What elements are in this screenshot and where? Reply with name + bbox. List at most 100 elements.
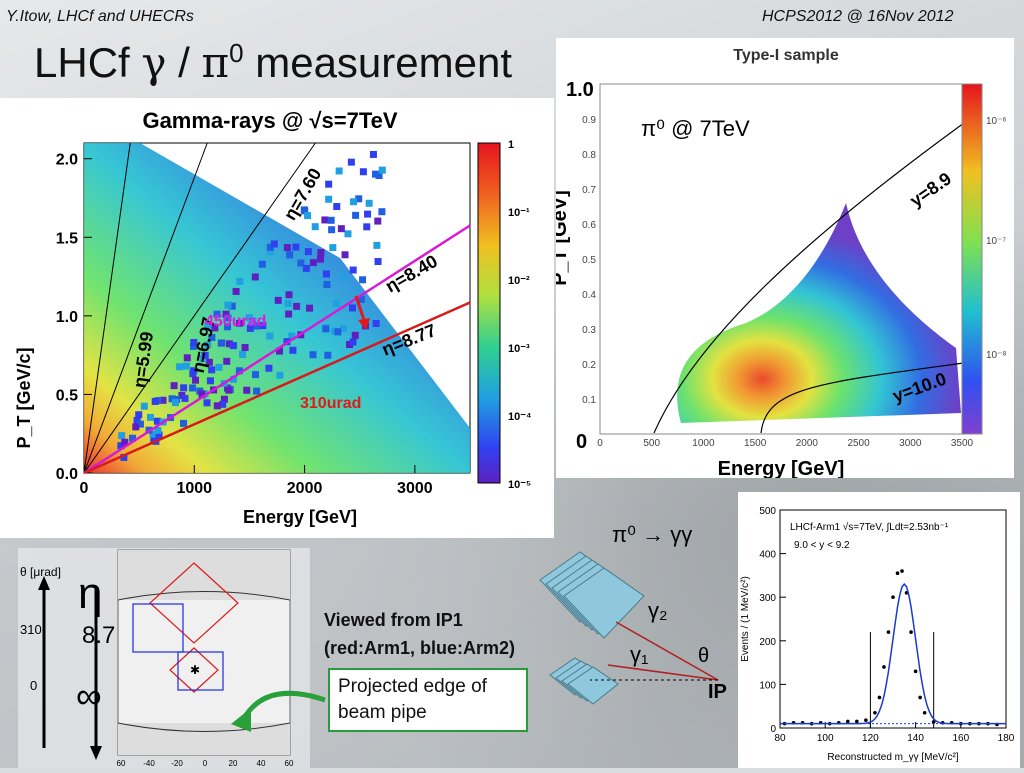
gamma-sparse-cell bbox=[190, 367, 198, 375]
gamma-sparse-cell bbox=[223, 357, 231, 365]
eta-line bbox=[83, 142, 208, 474]
gamma-sparse-cell bbox=[225, 386, 233, 394]
pion-ytick-top: 1.0 bbox=[566, 79, 594, 101]
gamma-sparse-cell bbox=[235, 367, 243, 375]
shift-arrow-line bbox=[354, 295, 366, 321]
gamma-colorbar bbox=[477, 142, 501, 484]
gamma-sparse-cell bbox=[140, 402, 148, 410]
gamma-sparse-cell bbox=[224, 314, 232, 322]
pion-ytick-bottom: 0 bbox=[576, 431, 587, 453]
gamma-sparse-cell bbox=[182, 362, 190, 370]
gamma-sparse-cell bbox=[309, 259, 317, 267]
gamma-xtick-label: 3000 bbox=[397, 480, 433, 497]
tick-0-label: 0 bbox=[30, 678, 37, 693]
gamma-sparse-cell bbox=[333, 203, 341, 211]
pion-heatmap-chart: Type-I sample 0 500 1000 1500 2000 2500 3000 35… bbox=[549, 47, 1007, 480]
gamma-sparse-cell bbox=[198, 390, 206, 398]
detector-xtick-label: -20 bbox=[171, 759, 183, 768]
mass-data-point bbox=[873, 710, 877, 715]
gamma-sparse-cell bbox=[190, 339, 198, 347]
mass-data-point bbox=[913, 669, 918, 674]
gamma-sparse-cell bbox=[339, 273, 347, 281]
gamma-sparse-cell bbox=[246, 324, 254, 332]
gamma-sparse-cell bbox=[352, 211, 360, 219]
mass-xtick-label: 180 bbox=[998, 733, 1015, 744]
gamma1-ray bbox=[607, 664, 719, 681]
arm-colors-text: (red:Arm1, blue:Arm2) bbox=[324, 638, 516, 658]
gamma-xtick-label: 1000 bbox=[176, 480, 212, 497]
gamma-sparse-cell bbox=[218, 339, 226, 347]
gamma-sparse-cell bbox=[355, 195, 363, 203]
gamma-sparse-cell bbox=[302, 264, 310, 272]
gamma-sparse-cell bbox=[306, 304, 314, 312]
gamma-sparse-cell bbox=[229, 342, 237, 350]
pion-plot-title: Type-I sample bbox=[733, 47, 839, 64]
gamma-sparse-cell bbox=[373, 241, 381, 249]
gamma-sparse-cell bbox=[357, 295, 365, 303]
pion-ytick-label: 0.9 bbox=[582, 115, 596, 126]
ip-label: IP bbox=[708, 681, 727, 703]
mass-xtick-label: 80 bbox=[774, 733, 786, 744]
gamma-sparse-cell bbox=[224, 323, 232, 331]
angle-line bbox=[83, 301, 471, 475]
mass-data-point bbox=[900, 569, 904, 573]
pion-ytick-label: 0.8 bbox=[582, 150, 596, 161]
mass-ylabel: Events / (1 MeV/c²) bbox=[740, 576, 751, 662]
gamma-sparse-cell bbox=[220, 395, 228, 403]
pion-ytick-label: 0.1 bbox=[582, 395, 596, 406]
gamma-sparse-cell bbox=[292, 243, 300, 251]
pion-ytick-label: 0.5 bbox=[582, 255, 596, 266]
pion-xtick-label: 3000 bbox=[899, 438, 922, 449]
eta-symbol: η bbox=[78, 569, 102, 618]
small-calorimeter-stack bbox=[549, 657, 619, 705]
gamma-ytick-label: 1.0 bbox=[56, 309, 78, 326]
gamma-sparse-cell bbox=[317, 255, 325, 263]
pion-xtick-label: 500 bbox=[643, 438, 660, 449]
hatched-region-bottom bbox=[118, 723, 290, 755]
gamma-sparse-cell bbox=[211, 324, 219, 332]
eta-arrow-head bbox=[90, 746, 102, 760]
pion-xlabel: Energy [GeV] bbox=[718, 458, 845, 478]
gamma-sparse-cell bbox=[365, 199, 373, 207]
gamma-sparse-cell bbox=[154, 427, 162, 435]
mass-ytick-label: 100 bbox=[759, 680, 776, 691]
gamma-ytick-label: 1.5 bbox=[56, 230, 78, 247]
pion-xtick-label: 1000 bbox=[692, 438, 715, 449]
mass-ytick-label: 400 bbox=[759, 550, 776, 561]
gamma-sparse-cell bbox=[117, 442, 125, 450]
pion-ytick-label: 0.4 bbox=[582, 290, 596, 301]
pion-xtick-label: 0 bbox=[597, 438, 603, 449]
gamma-sparse-cell bbox=[120, 453, 128, 461]
gamma-sparse-cell bbox=[304, 248, 312, 256]
mass-plot-panel: 80 100 120 140 160 180 0 100 200 300 400 500 LHCf-A… bbox=[738, 492, 1020, 768]
gamma-sparse-cell bbox=[274, 296, 282, 304]
gamma-sparse-cell bbox=[151, 397, 159, 405]
gamma-sparse-cell bbox=[118, 432, 126, 440]
tick-310-label: 310 bbox=[20, 622, 42, 637]
gamma-sparse-cell bbox=[350, 198, 358, 206]
gamma-sparse-cell bbox=[286, 251, 294, 259]
pion-annotation-label: π⁰ @ 7TeV bbox=[641, 116, 750, 141]
gamma-sparse-cell bbox=[243, 386, 251, 394]
gamma-sparse-cell bbox=[219, 400, 227, 408]
gamma-sparse-cell bbox=[349, 266, 357, 274]
mass-ytick-label: 300 bbox=[759, 593, 776, 604]
gamma-xlabel: Energy [GeV] bbox=[243, 507, 357, 527]
conference-header: HCPS2012 @ 16Nov 2012 bbox=[762, 8, 954, 25]
gamma-sparse-cell bbox=[351, 331, 359, 339]
gamma-sparse-cell bbox=[334, 328, 342, 336]
gamma-sparse-cell bbox=[323, 280, 331, 288]
beam-center-marker: ✱ bbox=[190, 663, 200, 677]
gamma-sparse-cell bbox=[321, 216, 329, 224]
pion-colorbar-label: 10⁻⁷ bbox=[986, 236, 1006, 247]
gamma-colorbar-label: 10⁻¹ bbox=[508, 207, 530, 219]
gamma-sparse-cell bbox=[235, 319, 243, 327]
detector-xtick-label: 60 bbox=[117, 759, 126, 768]
gamma-sparse-cell bbox=[266, 243, 274, 251]
gamma-sparse-cell bbox=[297, 259, 305, 267]
theta-label: θ bbox=[698, 645, 709, 667]
gamma-sparse-cell bbox=[337, 225, 345, 233]
gamma-sparse-cell bbox=[132, 423, 140, 431]
gamma-sparse-cell bbox=[146, 413, 154, 421]
mass-data-point bbox=[891, 595, 895, 599]
